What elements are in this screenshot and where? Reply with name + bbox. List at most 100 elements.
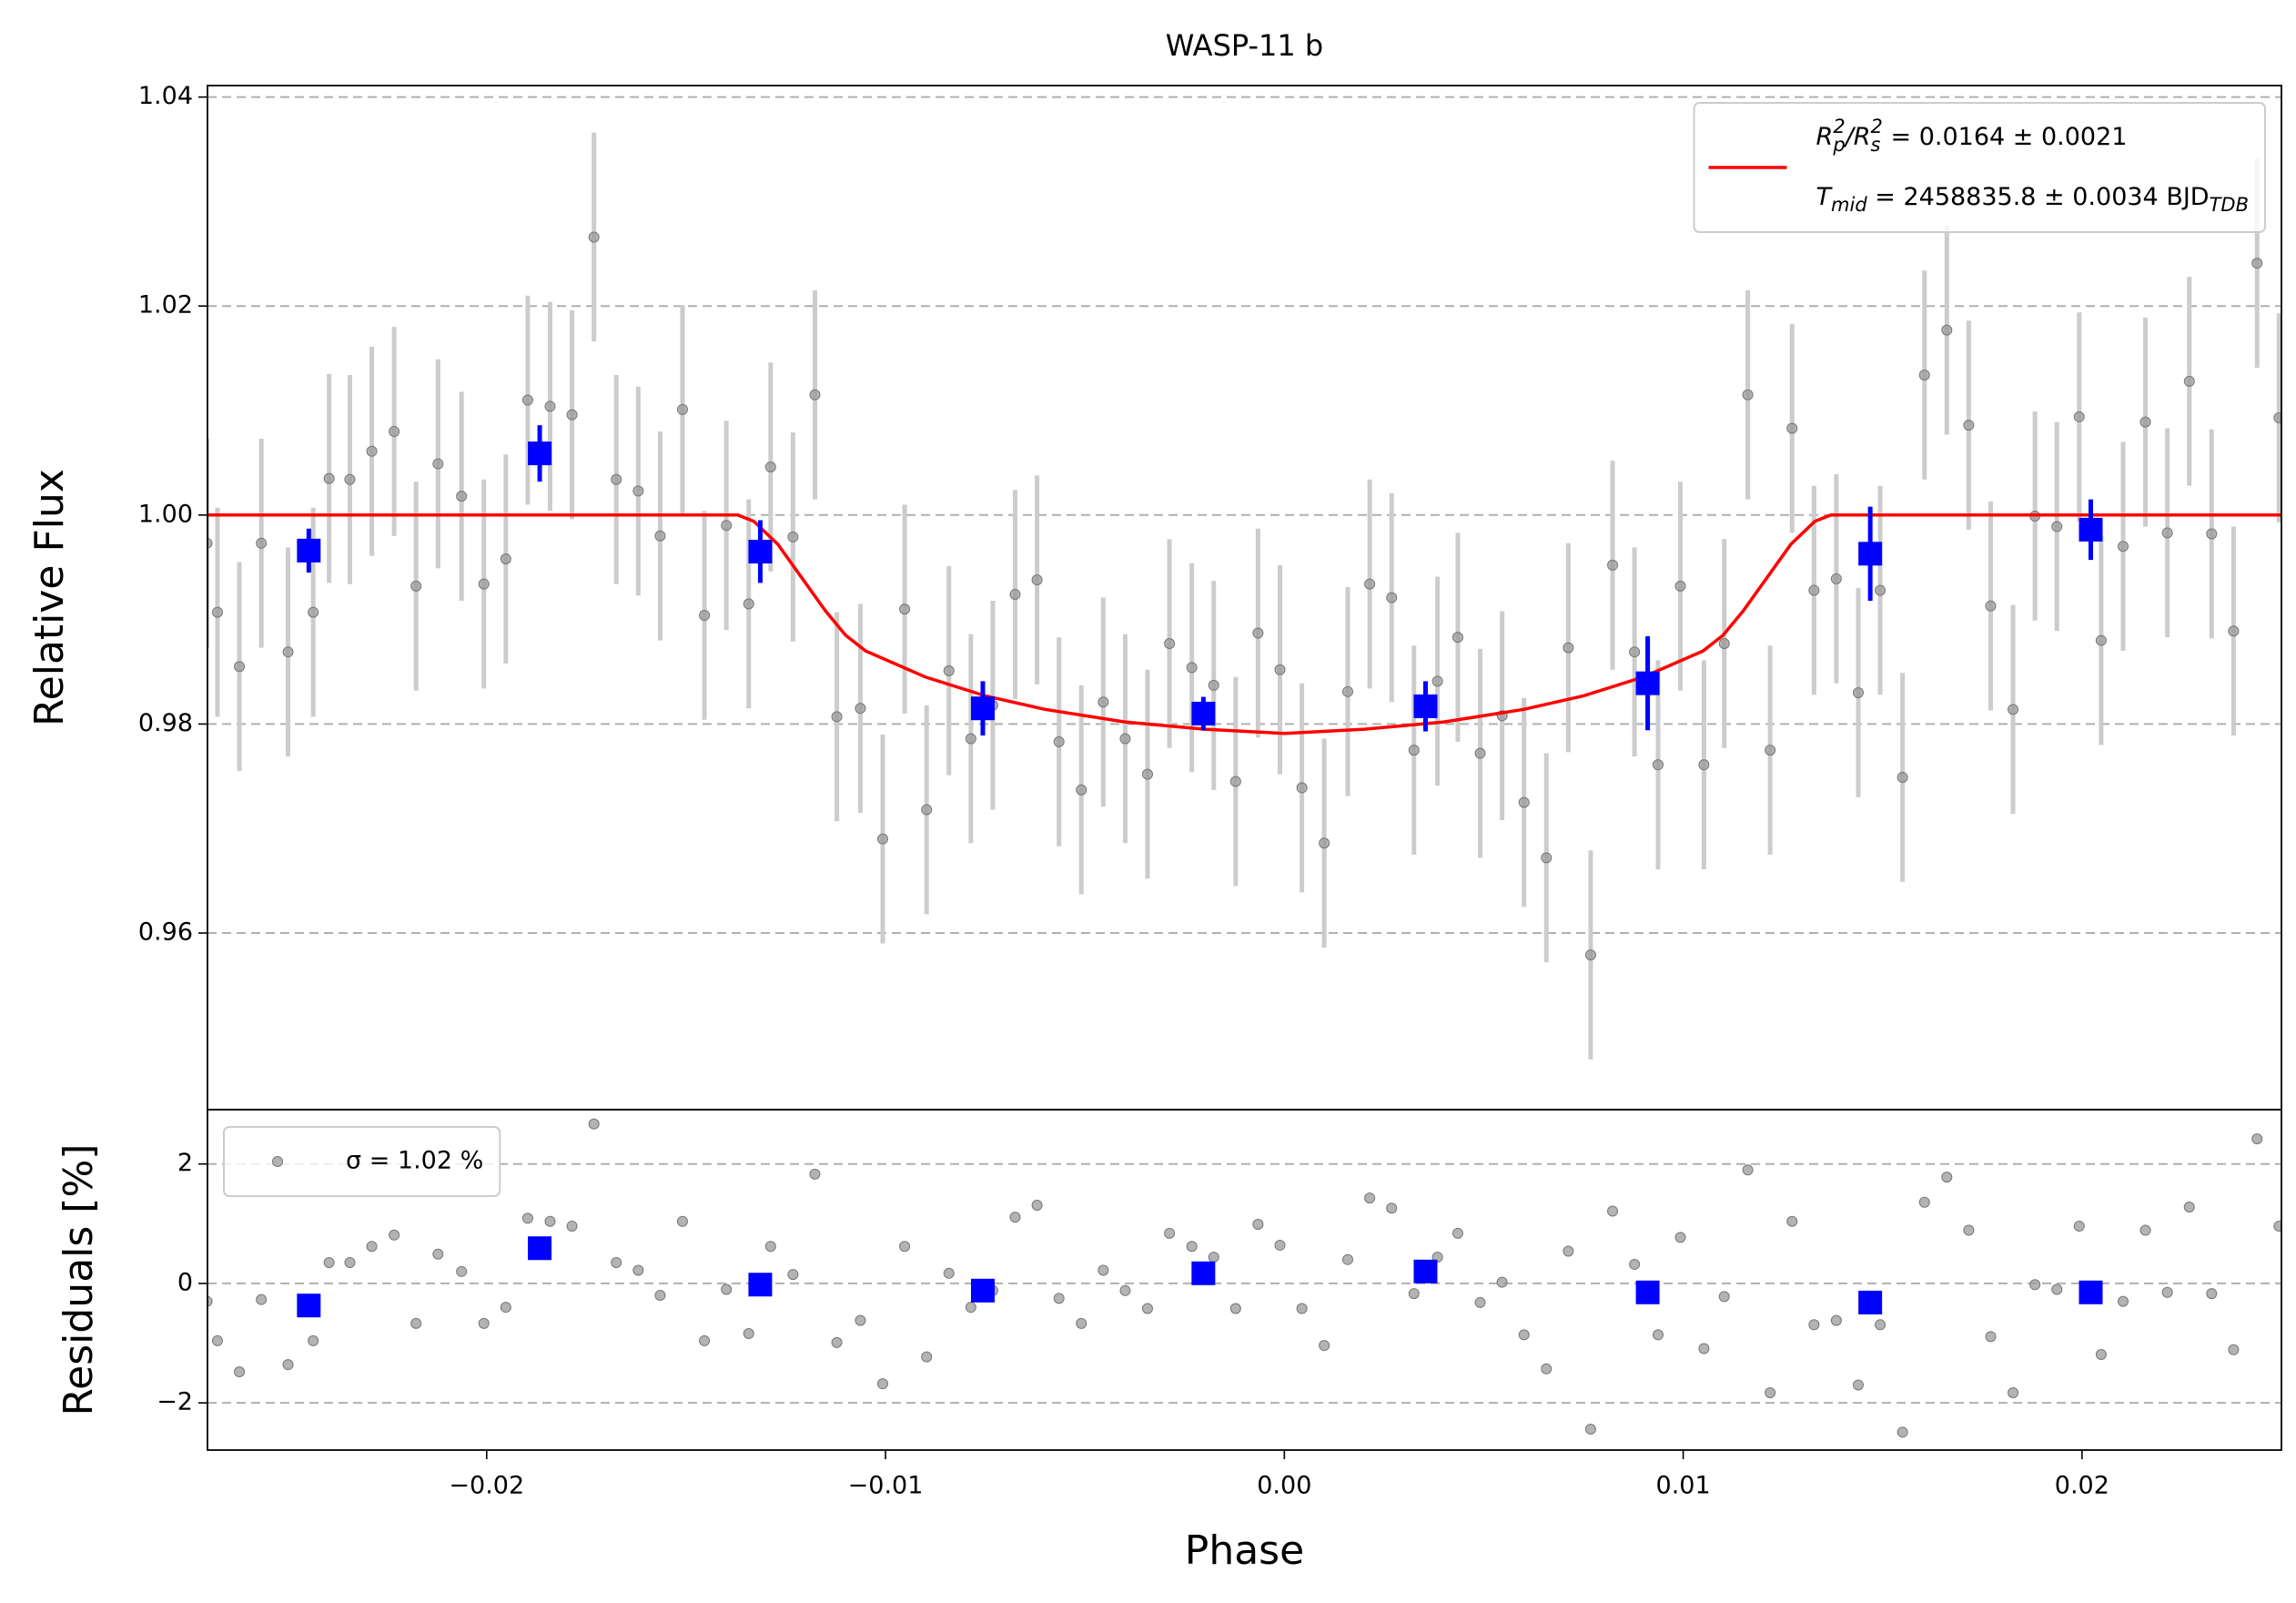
data-point bbox=[2118, 1295, 2129, 1307]
y-tick-label: 1.04 bbox=[138, 82, 193, 110]
data-point bbox=[1563, 1245, 1574, 1257]
legend-run: /R bbox=[1844, 123, 1871, 151]
data-point bbox=[1896, 1426, 1908, 1438]
axes-frame bbox=[207, 1109, 2282, 1451]
data-point bbox=[521, 394, 533, 406]
data-point bbox=[1742, 389, 1754, 401]
legend-run: TDB bbox=[2210, 194, 2249, 216]
data-point bbox=[1786, 422, 1798, 434]
data-point bbox=[1698, 1343, 1710, 1354]
legend: σ = 1.02 % bbox=[223, 1126, 501, 1197]
model-line bbox=[207, 513, 2281, 736]
data-point bbox=[456, 1265, 468, 1277]
data-point bbox=[809, 1168, 821, 1180]
data-point bbox=[699, 1334, 711, 1346]
data-point bbox=[2183, 375, 2195, 387]
data-point bbox=[1474, 747, 1486, 759]
x-tick-label: 0.02 bbox=[2055, 1472, 2109, 1500]
binned-point bbox=[748, 539, 773, 563]
plot-area bbox=[207, 1118, 2281, 1438]
data-point bbox=[611, 1256, 622, 1268]
data-point bbox=[2073, 411, 2085, 422]
data-point bbox=[1208, 1252, 1219, 1263]
data-point bbox=[1119, 1284, 1131, 1296]
data-point bbox=[965, 733, 976, 745]
data-point bbox=[1031, 1199, 1043, 1211]
data-point bbox=[1119, 733, 1131, 745]
data-point bbox=[1164, 638, 1176, 650]
data-point bbox=[1674, 580, 1686, 592]
data-point bbox=[1274, 1239, 1286, 1251]
data-point bbox=[1830, 1314, 1842, 1326]
y-tick-label: 0.96 bbox=[138, 918, 193, 946]
binned-point bbox=[528, 441, 552, 466]
data-point bbox=[1451, 632, 1463, 644]
data-point bbox=[1518, 1329, 1530, 1341]
data-point bbox=[211, 1334, 223, 1346]
data-point bbox=[943, 1267, 955, 1279]
data-point bbox=[1431, 675, 1443, 687]
data-point bbox=[654, 1290, 666, 1302]
data-point bbox=[831, 711, 843, 723]
legend-handle bbox=[272, 1156, 283, 1167]
data-point bbox=[921, 804, 933, 816]
x-tick-label: 0.01 bbox=[1656, 1472, 1711, 1500]
data-point bbox=[1031, 573, 1043, 585]
y-tick-label: 1.00 bbox=[138, 500, 193, 528]
data-point bbox=[787, 1269, 799, 1281]
data-point bbox=[1652, 759, 1664, 771]
data-point bbox=[676, 403, 688, 415]
data-point bbox=[1076, 784, 1087, 796]
data-point bbox=[1009, 589, 1021, 601]
data-point bbox=[1408, 1288, 1420, 1300]
data-point bbox=[831, 1336, 843, 1348]
data-point bbox=[323, 1256, 335, 1268]
data-point bbox=[1496, 1276, 1508, 1288]
data-point bbox=[2251, 1133, 2263, 1145]
data-point bbox=[1342, 1253, 1354, 1265]
data-point bbox=[1742, 1164, 1754, 1176]
legend-run: T bbox=[1816, 183, 1834, 211]
data-point bbox=[721, 1283, 733, 1295]
binned-point bbox=[1191, 701, 1216, 725]
y-axis-label: Residuals [%] bbox=[56, 1144, 102, 1416]
data-point bbox=[234, 661, 246, 673]
data-point bbox=[899, 604, 911, 615]
data-point bbox=[1252, 627, 1264, 639]
data-point bbox=[1765, 1387, 1776, 1399]
data-point bbox=[234, 1366, 246, 1378]
x-tick-label: 0.00 bbox=[1257, 1472, 1311, 1500]
data-point bbox=[632, 1264, 644, 1276]
binned-point bbox=[970, 1278, 995, 1303]
binned-point bbox=[748, 1273, 773, 1297]
data-point bbox=[1852, 1379, 1864, 1391]
data-point bbox=[1718, 638, 1730, 650]
chart-title: WASP-11 b bbox=[1166, 28, 1323, 63]
data-point bbox=[764, 462, 776, 473]
data-point bbox=[676, 1215, 688, 1227]
data-point bbox=[1296, 1303, 1308, 1314]
data-point bbox=[876, 1378, 888, 1390]
data-point bbox=[432, 458, 444, 470]
data-point bbox=[1875, 1319, 1886, 1331]
data-point bbox=[1142, 768, 1154, 780]
legend-run: R bbox=[1816, 123, 1834, 151]
data-point bbox=[1076, 1317, 1087, 1329]
y-tick-label: 2 bbox=[177, 1149, 193, 1177]
data-point bbox=[1229, 776, 1241, 787]
data-point bbox=[432, 1248, 444, 1260]
data-point bbox=[256, 1294, 268, 1305]
data-point bbox=[1009, 1212, 1021, 1223]
data-point bbox=[207, 1295, 213, 1307]
data-point bbox=[1541, 852, 1553, 864]
data-point bbox=[500, 553, 511, 565]
binned-point bbox=[297, 538, 321, 563]
legend-run: = 2458835.8 ± 0.0034 BJD bbox=[1867, 183, 2210, 211]
legend-box bbox=[1693, 102, 2266, 233]
data-point bbox=[654, 530, 666, 542]
data-point bbox=[389, 425, 400, 437]
data-point bbox=[1985, 600, 1997, 612]
data-point bbox=[1053, 736, 1065, 747]
data-point bbox=[2273, 412, 2281, 424]
data-point bbox=[1629, 1258, 1641, 1270]
